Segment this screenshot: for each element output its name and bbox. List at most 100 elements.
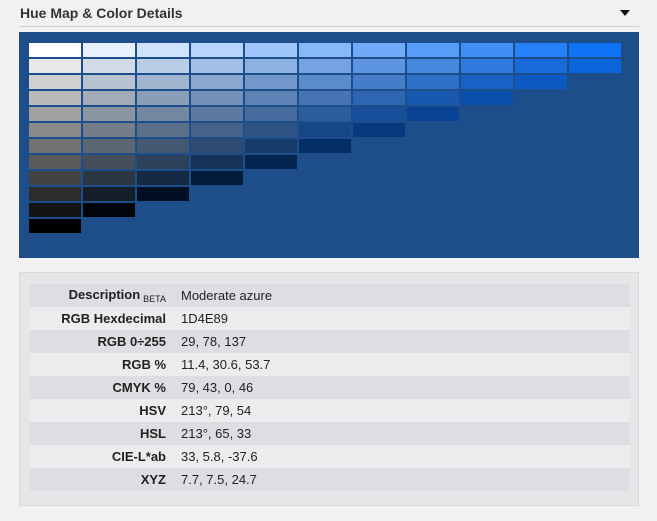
hue-swatch[interactable] bbox=[191, 59, 244, 74]
hue-swatch[interactable] bbox=[83, 123, 136, 138]
hue-swatch[interactable] bbox=[137, 91, 190, 106]
hue-swatch[interactable] bbox=[137, 123, 190, 138]
hue-swatch[interactable] bbox=[137, 75, 190, 90]
hue-swatch[interactable] bbox=[407, 43, 460, 58]
hue-swatch[interactable] bbox=[83, 91, 136, 106]
hue-swatch[interactable] bbox=[245, 155, 298, 170]
hue-swatch[interactable] bbox=[29, 59, 82, 74]
hue-swatch[interactable] bbox=[29, 43, 82, 58]
hue-swatch[interactable] bbox=[83, 107, 136, 122]
section-title: Hue Map & Color Details bbox=[20, 5, 183, 21]
row-value-rgb-percent: 11.4, 30.6, 53.7 bbox=[176, 353, 630, 376]
hue-swatch[interactable] bbox=[299, 59, 352, 74]
hue-swatch[interactable] bbox=[29, 123, 82, 138]
row-label-xyz: XYZ bbox=[30, 468, 176, 491]
row-label-rgb-hex: RGB Hexdecimal bbox=[30, 307, 176, 330]
hue-swatch[interactable] bbox=[299, 75, 352, 90]
triangle-down-icon[interactable] bbox=[620, 10, 630, 16]
row-value-cmyk: 79, 43, 0, 46 bbox=[176, 376, 630, 399]
hue-swatch[interactable] bbox=[137, 187, 190, 202]
row-label-cielab: CIE-L*ab bbox=[30, 445, 176, 468]
table-row: RGB Hexdecimal 1D4E89 bbox=[30, 307, 630, 330]
table-row: HSL 213°, 65, 33 bbox=[30, 422, 630, 445]
hue-swatch[interactable] bbox=[515, 43, 568, 58]
hue-map bbox=[19, 32, 639, 258]
hue-swatch[interactable] bbox=[353, 91, 406, 106]
hue-swatch[interactable] bbox=[137, 171, 190, 186]
hue-swatch[interactable] bbox=[83, 59, 136, 74]
row-label-hsl: HSL bbox=[30, 422, 176, 445]
hue-swatch[interactable] bbox=[461, 75, 514, 90]
row-label-description: Description BETA bbox=[30, 284, 176, 307]
hue-swatch[interactable] bbox=[83, 139, 136, 154]
hue-swatch[interactable] bbox=[191, 107, 244, 122]
hue-swatch[interactable] bbox=[83, 187, 136, 202]
hue-swatch[interactable] bbox=[299, 91, 352, 106]
hue-swatch[interactable] bbox=[137, 155, 190, 170]
hue-swatch[interactable] bbox=[83, 203, 136, 218]
hue-swatch[interactable] bbox=[191, 155, 244, 170]
hue-swatch[interactable] bbox=[83, 155, 136, 170]
hue-swatch[interactable] bbox=[137, 59, 190, 74]
hue-swatch[interactable] bbox=[353, 43, 406, 58]
hue-swatch[interactable] bbox=[569, 43, 622, 58]
hue-swatch[interactable] bbox=[29, 155, 82, 170]
table-row: RGB 0÷255 29, 78, 137 bbox=[30, 330, 630, 353]
hue-swatch[interactable] bbox=[191, 43, 244, 58]
hue-swatch[interactable] bbox=[29, 187, 82, 202]
row-value-xyz: 7.7, 7.5, 24.7 bbox=[176, 468, 630, 491]
hue-swatch[interactable] bbox=[29, 91, 82, 106]
hue-swatch[interactable] bbox=[191, 91, 244, 106]
hue-swatch[interactable] bbox=[29, 139, 82, 154]
hue-swatch[interactable] bbox=[407, 75, 460, 90]
color-details-panel: Description BETA Moderate azure RGB Hexde… bbox=[19, 272, 639, 506]
hue-swatch[interactable] bbox=[569, 59, 622, 74]
hue-swatch[interactable] bbox=[29, 107, 82, 122]
hue-swatch[interactable] bbox=[29, 171, 82, 186]
hue-swatch[interactable] bbox=[245, 43, 298, 58]
hue-swatch[interactable] bbox=[407, 59, 460, 74]
hue-swatch[interactable] bbox=[29, 203, 82, 218]
row-value-description: Moderate azure bbox=[176, 284, 630, 307]
hue-swatch[interactable] bbox=[461, 43, 514, 58]
hue-swatch[interactable] bbox=[515, 75, 568, 90]
hue-swatch[interactable] bbox=[83, 75, 136, 90]
hue-swatch[interactable] bbox=[353, 75, 406, 90]
row-label-hsv: HSV bbox=[30, 399, 176, 422]
hue-swatch[interactable] bbox=[353, 123, 406, 138]
hue-swatch[interactable] bbox=[191, 171, 244, 186]
hue-swatch[interactable] bbox=[353, 107, 406, 122]
hue-swatch[interactable] bbox=[83, 43, 136, 58]
hue-swatch[interactable] bbox=[245, 123, 298, 138]
hue-swatch[interactable] bbox=[299, 139, 352, 154]
hue-swatch[interactable] bbox=[515, 59, 568, 74]
hue-swatch[interactable] bbox=[245, 59, 298, 74]
hue-swatch[interactable] bbox=[137, 107, 190, 122]
hue-swatch[interactable] bbox=[407, 91, 460, 106]
hue-swatch[interactable] bbox=[29, 75, 82, 90]
row-value-hsv: 213°, 79, 54 bbox=[176, 399, 630, 422]
row-label-cmyk: CMYK % bbox=[30, 376, 176, 399]
hue-swatch[interactable] bbox=[29, 219, 82, 234]
row-value-hsl: 213°, 65, 33 bbox=[176, 422, 630, 445]
hue-swatch[interactable] bbox=[353, 59, 406, 74]
hue-swatch[interactable] bbox=[83, 171, 136, 186]
table-row: Description BETA Moderate azure bbox=[30, 284, 630, 307]
hue-swatch[interactable] bbox=[407, 107, 460, 122]
hue-swatch[interactable] bbox=[461, 91, 514, 106]
hue-swatch[interactable] bbox=[299, 43, 352, 58]
hue-swatch[interactable] bbox=[245, 91, 298, 106]
hue-swatch[interactable] bbox=[461, 59, 514, 74]
hue-swatch[interactable] bbox=[245, 75, 298, 90]
hue-swatch[interactable] bbox=[137, 139, 190, 154]
hue-swatch[interactable] bbox=[191, 75, 244, 90]
hue-swatch[interactable] bbox=[191, 123, 244, 138]
hue-swatch[interactable] bbox=[299, 123, 352, 138]
table-row: CMYK % 79, 43, 0, 46 bbox=[30, 376, 630, 399]
table-row: XYZ 7.7, 7.5, 24.7 bbox=[30, 468, 630, 491]
hue-swatch[interactable] bbox=[137, 43, 190, 58]
hue-swatch[interactable] bbox=[245, 107, 298, 122]
hue-swatch[interactable] bbox=[299, 107, 352, 122]
hue-swatch[interactable] bbox=[191, 139, 244, 154]
hue-swatch[interactable] bbox=[245, 139, 298, 154]
